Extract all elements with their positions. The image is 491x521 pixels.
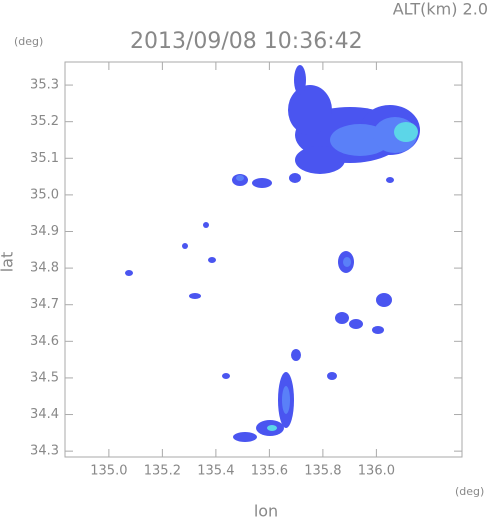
y-unit: (deg)	[14, 35, 43, 48]
y-tick-label: 34.7	[30, 297, 59, 312]
x-tick-label: 136.0	[358, 464, 395, 479]
y-tick-label: 34.8	[30, 261, 59, 276]
y-tick-label: 34.3	[30, 444, 59, 459]
x-tick-label: 135.0	[90, 464, 127, 479]
y-tick-label: 35.0	[30, 187, 59, 202]
y-tick-label: 34.5	[30, 370, 59, 385]
y-tick-label: 35.1	[30, 151, 59, 166]
y-tick-label: 35.3	[30, 78, 59, 93]
chart-title: 2013/09/08 10:36:42	[130, 29, 363, 54]
radar-echoes	[125, 65, 420, 442]
y-axis-label: lat	[0, 252, 17, 273]
x-tick-label: 135.4	[197, 464, 234, 479]
y-tick-label: 34.6	[30, 334, 59, 349]
x-unit: (deg)	[455, 485, 484, 498]
x-tick-label: 135.6	[251, 464, 288, 479]
x-axis-label: lon	[254, 502, 278, 521]
altitude-label: ALT(km) 2.0	[393, 0, 488, 19]
y-tick-label: 34.4	[30, 407, 59, 422]
plot-frame	[64, 61, 463, 458]
y-tick-label: 34.9	[30, 224, 59, 239]
x-tick-label: 135.2	[144, 464, 181, 479]
y-tick-label: 35.2	[30, 114, 59, 129]
x-tick-label: 135.8	[304, 464, 341, 479]
